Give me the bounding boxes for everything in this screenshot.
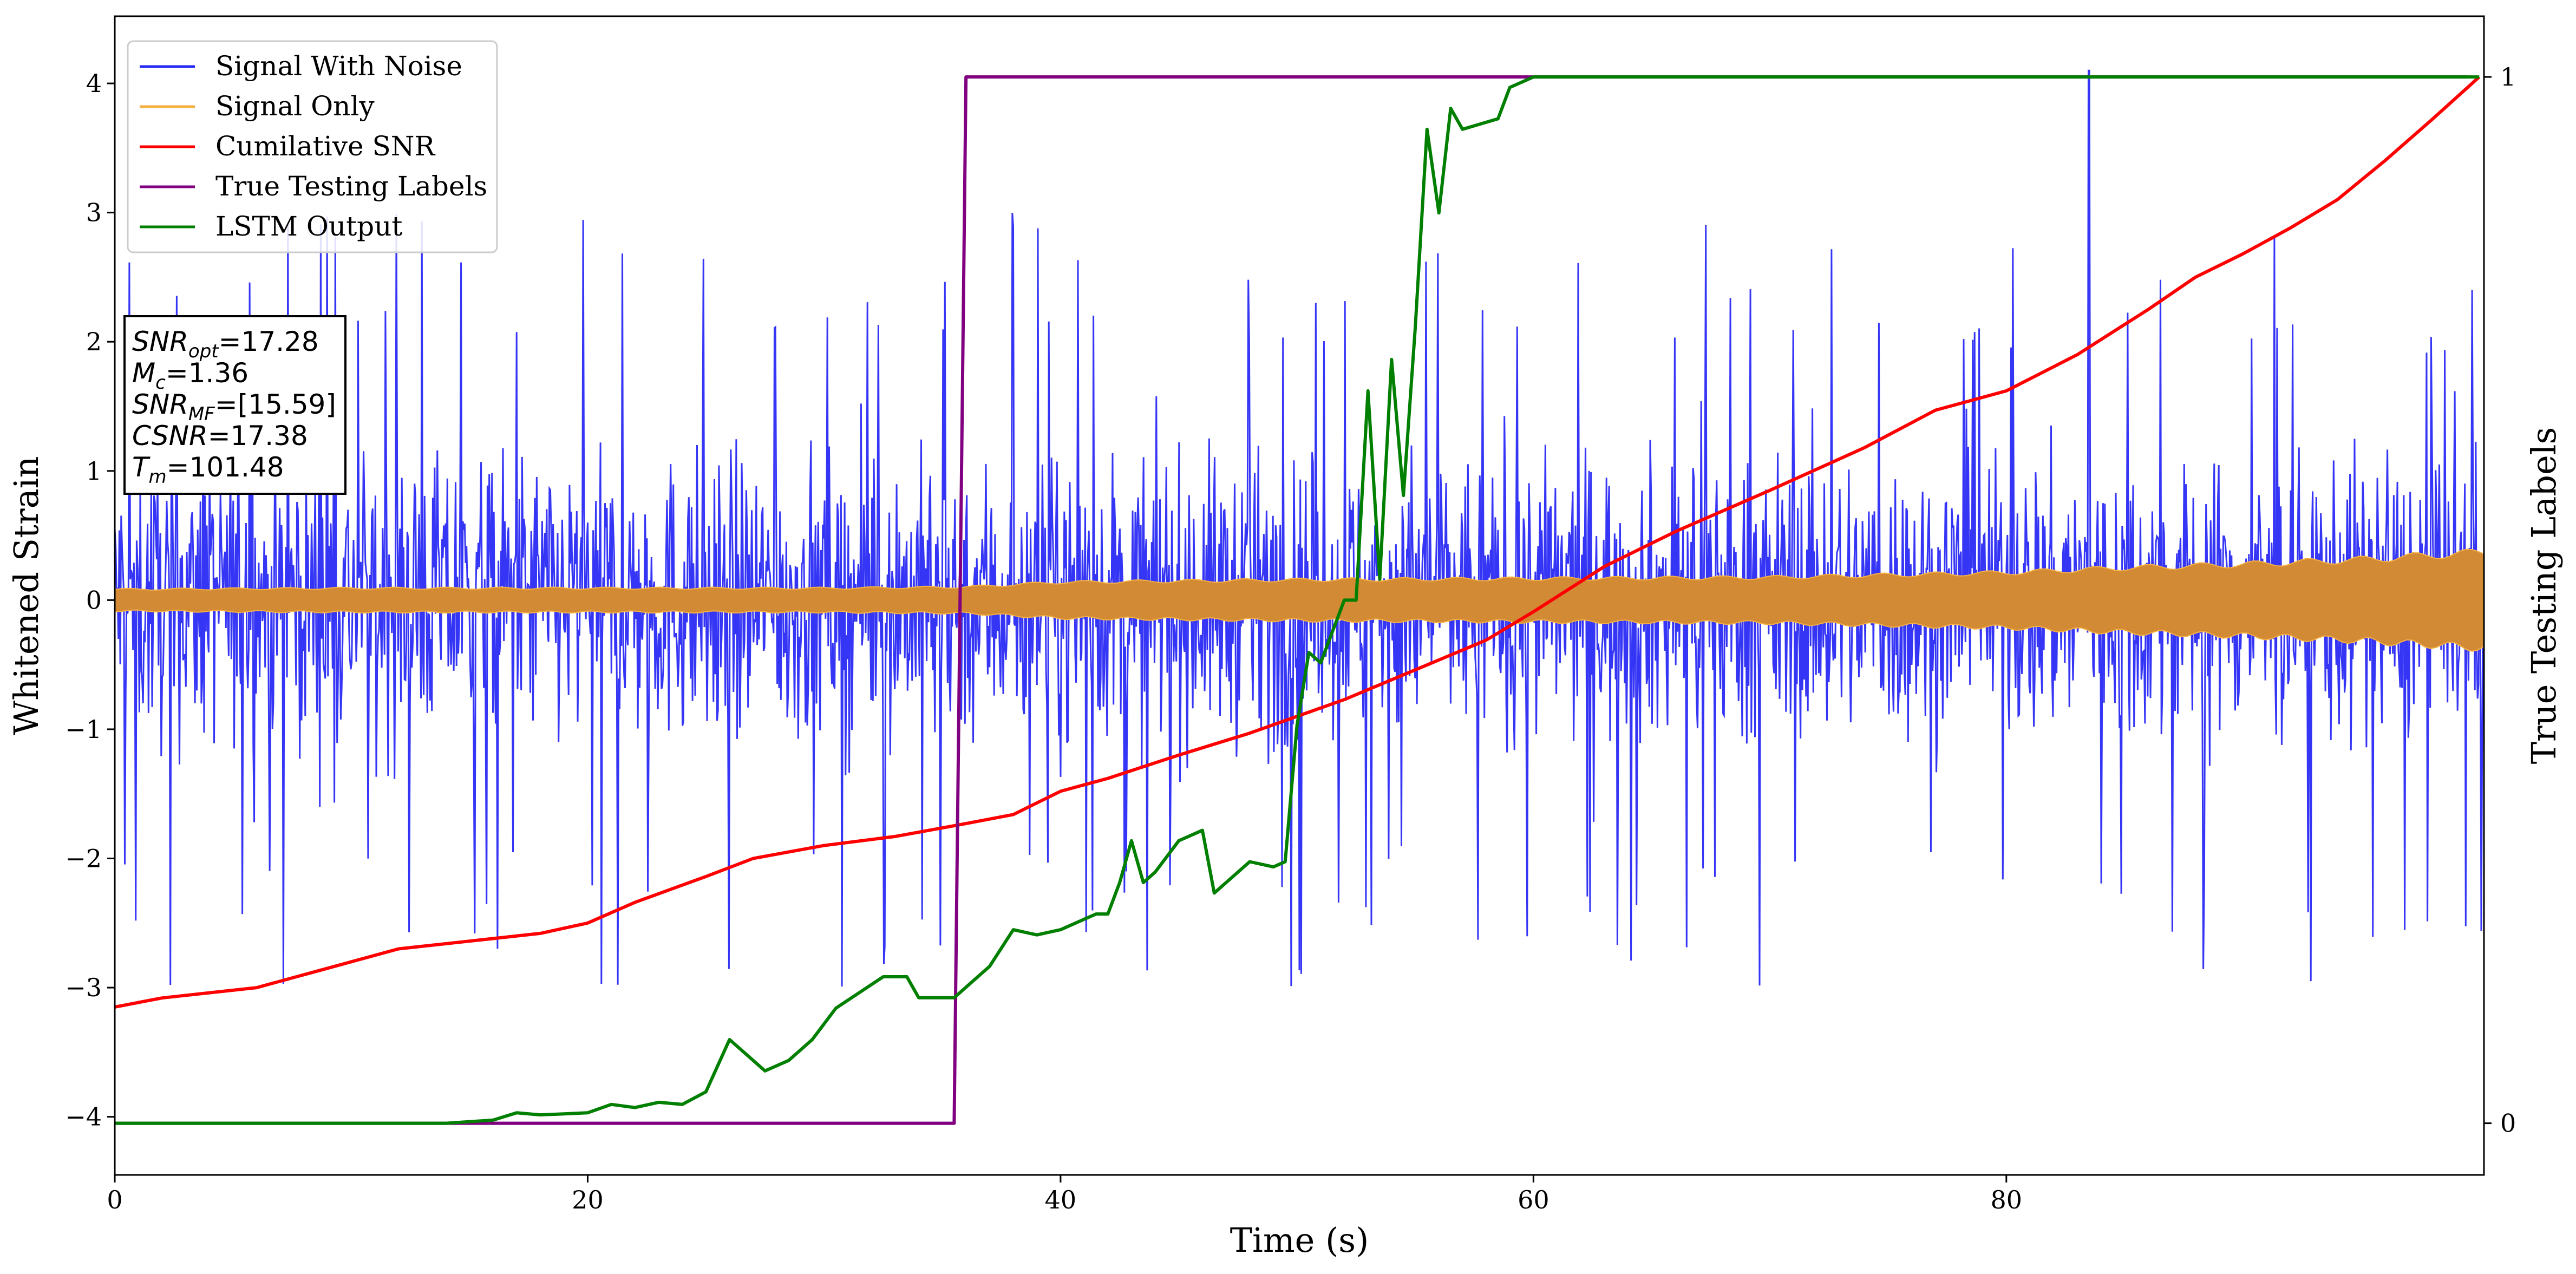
y-tick-label: 4 <box>86 69 102 98</box>
signal-only-series <box>115 548 2484 652</box>
annotation-mc: Mc=1.36 <box>132 357 249 394</box>
legend-label-signal-only: Signal Only <box>215 90 375 122</box>
y2-axis-title: True Testing Labels <box>2524 427 2564 765</box>
signal-only-band <box>115 548 2484 652</box>
line-series-group <box>115 75 2481 1125</box>
x-tick-label: 20 <box>572 1185 604 1214</box>
x-tick-label: 60 <box>1518 1185 1549 1214</box>
y-tick-label: −4 <box>65 1102 102 1132</box>
y-tick-label: 3 <box>86 198 102 227</box>
y-tick-label: −1 <box>65 715 102 744</box>
annotation-snr-opt: SNRopt=17.28 <box>132 326 319 362</box>
lstm-output-line <box>115 75 2480 1125</box>
y-tick-label: 2 <box>86 327 102 356</box>
y-axis-right: 01 <box>2484 62 2516 1138</box>
x-tick-label: 40 <box>1045 1185 1077 1214</box>
y-tick-label: 1 <box>86 456 102 486</box>
y-tick-label: −3 <box>65 973 102 1002</box>
annotation-tm: Tm=101.48 <box>132 452 284 488</box>
annotation-snr-mf: SNRMF=[15.59] <box>132 389 336 425</box>
y-tick-label: −2 <box>65 844 102 873</box>
legend: Signal With Noise Signal Only Cumilative… <box>127 40 498 253</box>
legend-label-signal-with-noise: Signal With Noise <box>215 50 462 82</box>
y2-tick-label: 1 <box>2500 62 2516 92</box>
legend-label-true-testing-labels: True Testing Labels <box>215 171 487 202</box>
y-tick-label: 0 <box>86 585 102 615</box>
x-axis-title: Time (s) <box>1230 1220 1369 1260</box>
parameter-annotation-box: SNRopt=17.28 Mc=1.36 SNRMF=[15.59] CSNR=… <box>123 315 346 495</box>
y2-tick-label: 0 <box>2500 1109 2516 1138</box>
annotation-csnr: CSNR=17.38 <box>132 420 308 452</box>
plot-frame <box>114 15 2485 1176</box>
y-axis-title: Whitened Strain <box>6 456 46 735</box>
x-tick-label: 0 <box>107 1185 122 1214</box>
annotation-frame <box>123 315 346 495</box>
legend-label-cumilative-snr: Cumilative SNR <box>215 130 435 162</box>
x-tick-label: 80 <box>1991 1185 2023 1214</box>
x-axis: 0 20 40 60 80 <box>107 1175 2022 1214</box>
legend-box <box>127 40 498 253</box>
legend-label-lstm-output: LSTM Output <box>215 211 402 242</box>
y-axis-left: −4 −3 −2 −1 0 1 2 3 4 <box>65 69 115 1132</box>
